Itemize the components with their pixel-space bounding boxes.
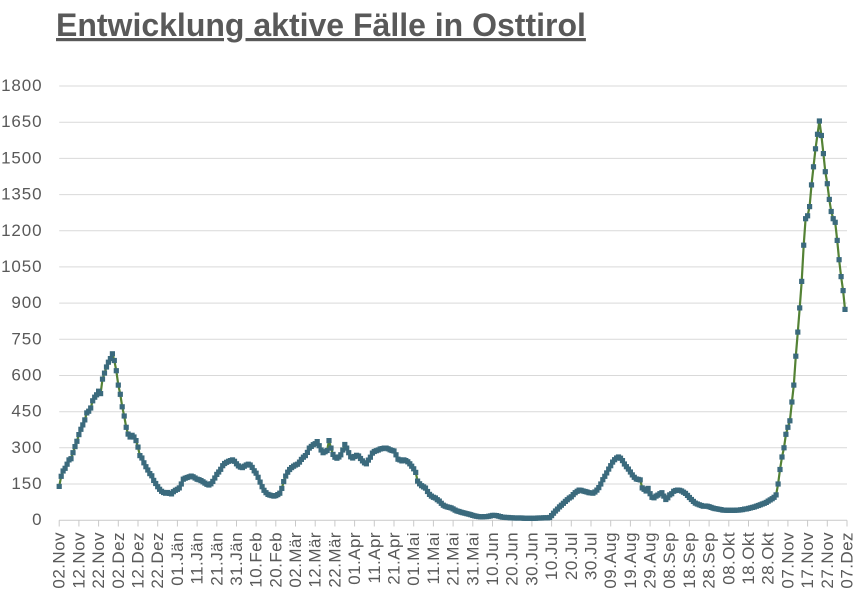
svg-text:31.Mai: 31.Mai [463,532,482,586]
svg-text:30.Jun: 30.Jun [522,532,541,586]
svg-text:20.Jun: 20.Jun [503,532,522,586]
svg-text:Entwicklung aktive Fälle in Os: Entwicklung aktive Fälle in Osttirol [56,7,586,43]
svg-text:300: 300 [11,438,42,457]
svg-text:01.Apr: 01.Apr [345,532,364,585]
svg-text:10.Feb: 10.Feb [247,532,266,588]
svg-text:20.Feb: 20.Feb [266,532,285,588]
svg-text:1200: 1200 [1,221,42,240]
svg-text:09.Aug: 09.Aug [601,532,620,589]
svg-text:1350: 1350 [1,185,42,204]
svg-text:07.Dez: 07.Dez [838,532,857,589]
svg-text:11.Mai: 11.Mai [424,532,443,584]
svg-text:600: 600 [11,366,42,385]
svg-text:01.Jän: 01.Jän [168,532,187,586]
svg-text:28.Okt: 28.Okt [759,532,778,585]
svg-text:21.Apr: 21.Apr [385,532,404,585]
svg-text:31.Jän: 31.Jän [227,532,246,586]
svg-text:22.Mär: 22.Mär [325,532,344,588]
svg-text:0: 0 [32,510,42,529]
svg-text:02.Nov: 02.Nov [50,532,69,589]
svg-text:07.Nov: 07.Nov [778,532,797,589]
svg-text:02.Mär: 02.Mär [286,532,305,588]
svg-text:02.Dez: 02.Dez [109,532,128,589]
svg-text:18.Sep: 18.Sep [680,532,699,589]
svg-text:450: 450 [11,402,42,421]
svg-text:1650: 1650 [1,112,42,131]
svg-text:28.Sep: 28.Sep [700,532,719,589]
svg-text:21.Mai: 21.Mai [444,532,463,586]
svg-text:29.Aug: 29.Aug [641,532,660,589]
svg-text:10.Jul: 10.Jul [542,532,561,580]
svg-text:11.Apr: 11.Apr [365,532,384,584]
svg-text:1050: 1050 [1,257,42,276]
svg-text:12.Dez: 12.Dez [129,532,148,589]
svg-text:12.Mär: 12.Mär [306,532,325,588]
svg-text:19.Aug: 19.Aug [621,532,640,589]
svg-text:750: 750 [11,329,42,348]
svg-text:1800: 1800 [1,76,42,95]
svg-text:12.Nov: 12.Nov [69,532,88,589]
svg-text:22.Dez: 22.Dez [148,532,167,589]
svg-text:1500: 1500 [1,148,42,167]
svg-text:08.Sep: 08.Sep [660,532,679,589]
svg-text:17.Nov: 17.Nov [798,532,817,589]
svg-text:30.Jul: 30.Jul [582,532,601,580]
svg-text:01.Mai: 01.Mai [404,532,423,586]
svg-text:08.Okt: 08.Okt [719,532,738,585]
svg-text:10.Jun: 10.Jun [483,532,502,586]
svg-text:22.Nov: 22.Nov [89,532,108,589]
svg-text:150: 150 [11,474,42,493]
svg-text:18.Okt: 18.Okt [739,532,758,585]
svg-text:11.Jän: 11.Jän [188,532,207,584]
svg-text:900: 900 [11,293,42,312]
svg-text:27.Nov: 27.Nov [818,532,837,589]
svg-text:20.Jul: 20.Jul [562,532,581,580]
svg-text:21.Jän: 21.Jän [207,532,226,586]
